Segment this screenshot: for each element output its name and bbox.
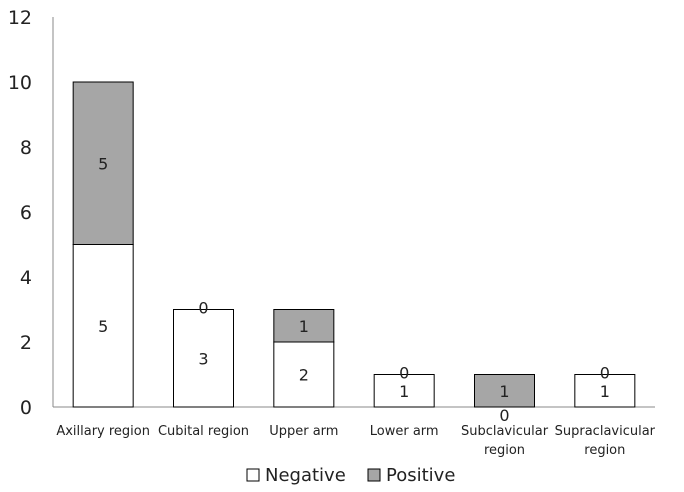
bar-segment-negative (373, 374, 435, 408)
data-label: 0 (499, 406, 509, 425)
data-label: 5 (98, 154, 108, 173)
data-label: 1 (499, 382, 509, 401)
x-axis: Axillary region Cubital region Upper arm Lo… (53, 406, 656, 458)
y-tick-label: 0 (20, 397, 32, 419)
y-axis: 0 2 4 6 8 10 12 (8, 7, 54, 419)
bar-segment-positive (72, 81, 134, 245)
data-label: 5 (98, 317, 108, 336)
data-label: 1 (399, 382, 409, 401)
bar-segment-positive (273, 309, 335, 343)
x-tick-label: Cubital region (158, 424, 249, 439)
x-tick-label: Supraclavicular region (555, 424, 656, 458)
x-tick-label: Subclavicular region (461, 424, 549, 458)
bars (72, 81, 636, 408)
bar-segment-negative (273, 341, 335, 408)
data-label: 1 (299, 317, 309, 336)
legend-label-negative: Negative (265, 465, 346, 486)
data-label: 0 (600, 364, 610, 383)
y-tick-label: 8 (20, 137, 32, 159)
y-tick-label: 6 (20, 202, 32, 224)
legend: Negative Positive (246, 465, 455, 486)
bar-segment-positive (474, 374, 535, 408)
y-tick-label: 4 (20, 267, 32, 289)
data-label: 3 (198, 349, 208, 368)
y-tick-label: 12 (8, 7, 32, 29)
bar-segment-negative (173, 309, 234, 408)
y-tick-label: 10 (8, 72, 32, 94)
x-tick-label: Upper arm (269, 424, 338, 439)
data-label: 0 (399, 364, 409, 383)
x-tick-label: Axillary region (56, 424, 150, 439)
data-label: 1 (600, 382, 610, 401)
y-tick-label: 2 (20, 332, 32, 354)
bar-segment-negative (72, 244, 134, 408)
legend-swatch-negative (246, 468, 260, 482)
x-tick-label: Lower arm (370, 424, 439, 439)
data-label: 0 (198, 299, 208, 318)
data-label: 2 (299, 366, 309, 385)
legend-label-positive: Positive (386, 465, 455, 486)
bar-segment-negative (574, 374, 636, 408)
legend-swatch-positive (367, 468, 381, 482)
